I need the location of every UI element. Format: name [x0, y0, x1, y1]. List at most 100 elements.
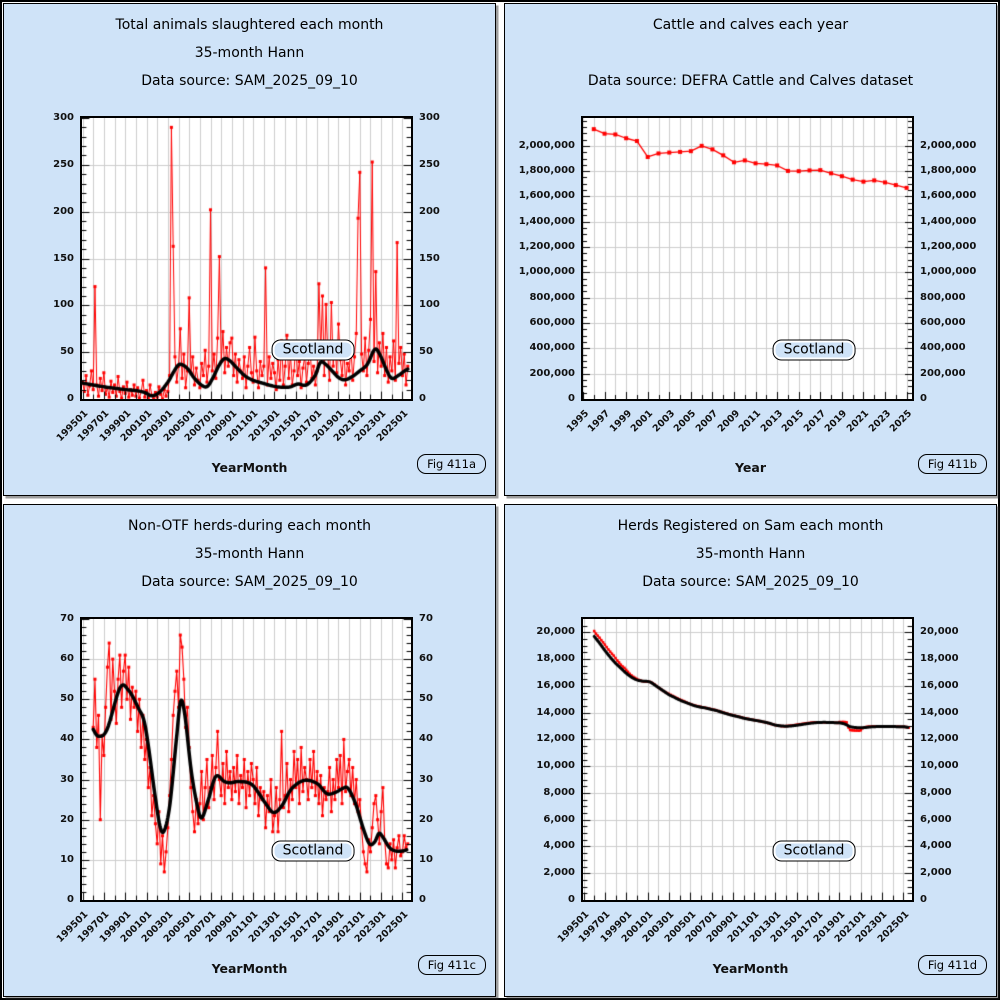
- y-tick-label-right: 400,000: [920, 342, 966, 354]
- x-tick-label: 1999: [607, 408, 634, 435]
- y-tick-label-left: 70: [60, 613, 74, 624]
- region-label: Scotland: [772, 840, 856, 862]
- y-tick-label-left: 10: [60, 853, 74, 865]
- y-tick-label-left: 20,000: [536, 626, 575, 638]
- y-tick-label-right: 10,000: [920, 760, 959, 772]
- panel-fig411a: Total animals slaughtered each month 35-…: [3, 3, 496, 496]
- plot-area: [80, 617, 413, 902]
- fig-badge: Fig 411d: [917, 955, 987, 975]
- y-tick-label-right: 300: [419, 112, 440, 123]
- y-tick-label-right: 30: [419, 773, 433, 785]
- y-tick-label-left: 200: [53, 205, 74, 217]
- x-tick-label: 2021: [844, 408, 872, 435]
- y-tick-label-left: 50: [60, 693, 74, 705]
- x-tick-label: 2013: [758, 408, 785, 435]
- plot-area: [581, 116, 914, 401]
- plot-area: [80, 116, 413, 401]
- y-tick-label-left: 60: [60, 653, 74, 665]
- x-tick-label: 2001: [629, 408, 656, 435]
- y-tick-label-right: 12,000: [920, 733, 959, 745]
- y-tick-label-left: 8,000: [543, 786, 575, 798]
- y-tick-label-right: 150: [419, 252, 440, 264]
- y-tick-label-right: 1,800,000: [920, 165, 977, 177]
- y-tick-label-left: 1,400,000: [518, 215, 575, 227]
- fig-badge: Fig 411b: [917, 454, 987, 474]
- y-tick-label-left: 1,600,000: [518, 190, 575, 202]
- y-tick-label-left: 0: [67, 894, 74, 905]
- chart-data-source: Data source: SAM_2025_09_10: [141, 73, 358, 89]
- chart-subtitle: 35-month Hann: [695, 546, 806, 562]
- y-tick-label-right: 250: [419, 158, 440, 170]
- y-tick-label-right: 1,000,000: [920, 266, 977, 278]
- y-tick-label-left: 1,200,000: [518, 241, 575, 253]
- x-tick-label: 1997: [585, 408, 613, 435]
- y-tick-label-left: 50: [60, 346, 74, 358]
- chart-title: Cattle and calves each year: [652, 17, 849, 33]
- x-tick-label: 2025: [887, 408, 915, 435]
- chart-data-source: Data source: SAM_2025_09_10: [141, 574, 358, 590]
- x-tick-label: 2023: [866, 408, 893, 435]
- fig-badge: Fig 411c: [417, 955, 486, 975]
- x-axis-title: YearMonth: [712, 961, 789, 976]
- x-tick-label: 2007: [693, 408, 721, 435]
- y-tick-label-left: 6,000: [543, 813, 575, 825]
- y-tick-label-left: 30: [60, 773, 74, 785]
- y-tick-label-right: 14,000: [920, 706, 959, 718]
- y-tick-label-left: 14,000: [536, 706, 575, 718]
- y-tick-label-left: 400,000: [529, 342, 575, 354]
- plot-area: [581, 617, 914, 902]
- y-tick-label-left: 2,000: [543, 867, 575, 879]
- chart-subtitle: 35-month Hann: [194, 546, 305, 562]
- y-tick-label-right: 20,000: [920, 626, 959, 638]
- chart-subtitle: 35-month Hann: [194, 45, 305, 61]
- x-tick-label: 2019: [823, 408, 850, 435]
- y-tick-label-right: 6,000: [920, 813, 952, 825]
- y-tick-label-left: 1,800,000: [518, 165, 575, 177]
- y-tick-label-right: 60: [419, 653, 433, 665]
- x-tick-label: 2017: [801, 408, 829, 435]
- x-tick-label: 1995: [564, 408, 591, 435]
- y-tick-label-left: 0: [568, 894, 575, 905]
- y-tick-label-right: 16,000: [920, 679, 959, 691]
- y-tick-label-left: 2,000,000: [518, 139, 575, 151]
- y-tick-label-right: 8,000: [920, 786, 952, 798]
- y-tick-label-right: 2,000,000: [920, 139, 977, 151]
- region-label: Scotland: [772, 339, 856, 361]
- y-tick-label-right: 20: [419, 813, 433, 825]
- region-label: Scotland: [271, 339, 355, 361]
- y-tick-label-right: 1,200,000: [920, 241, 977, 253]
- panel-fig411d: Herds Registered on Sam each month 35-mo…: [504, 504, 997, 997]
- chart-data-source: Data source: DEFRA Cattle and Calves dat…: [587, 73, 914, 89]
- y-tick-label-right: 50: [419, 693, 433, 705]
- y-tick-label-left: 300: [53, 112, 74, 123]
- y-tick-label-left: 12,000: [536, 733, 575, 745]
- y-tick-label-left: 150: [53, 252, 74, 264]
- chart-data-source: Data source: SAM_2025_09_10: [642, 574, 859, 590]
- y-tick-label-right: 1,600,000: [920, 190, 977, 202]
- y-tick-label-left: 0: [67, 393, 74, 404]
- y-tick-label-left: 20: [60, 813, 74, 825]
- y-tick-label-right: 10: [419, 853, 433, 865]
- chart-title: Herds Registered on Sam each month: [617, 518, 884, 534]
- x-tick-label: 2003: [650, 408, 678, 435]
- y-tick-label-right: 70: [419, 613, 433, 624]
- y-tick-label-left: 40: [60, 733, 74, 745]
- panel-fig411c: Non-OTF herds-during each month 35-month…: [3, 504, 496, 997]
- y-tick-label-right: 18,000: [920, 653, 959, 665]
- y-tick-label-left: 200,000: [529, 367, 575, 379]
- panel-fig411b: Cattle and calves each year Data source:…: [504, 3, 997, 496]
- y-tick-label-right: 100: [419, 299, 440, 311]
- y-tick-label-right: 0: [419, 894, 426, 905]
- y-tick-label-right: 2,000: [920, 867, 952, 879]
- x-axis-title: YearMonth: [211, 961, 288, 976]
- y-tick-label-right: 200: [419, 205, 440, 217]
- chart-title: Total animals slaughtered each month: [115, 17, 384, 33]
- y-tick-label-left: 100: [53, 299, 74, 311]
- y-tick-label-left: 10,000: [536, 760, 575, 772]
- y-tick-label-right: 1,400,000: [920, 215, 977, 227]
- y-tick-label-right: 4,000: [920, 840, 952, 852]
- x-tick-label: 2011: [736, 408, 764, 435]
- y-tick-label-left: 16,000: [536, 679, 575, 691]
- y-tick-label-left: 4,000: [543, 840, 575, 852]
